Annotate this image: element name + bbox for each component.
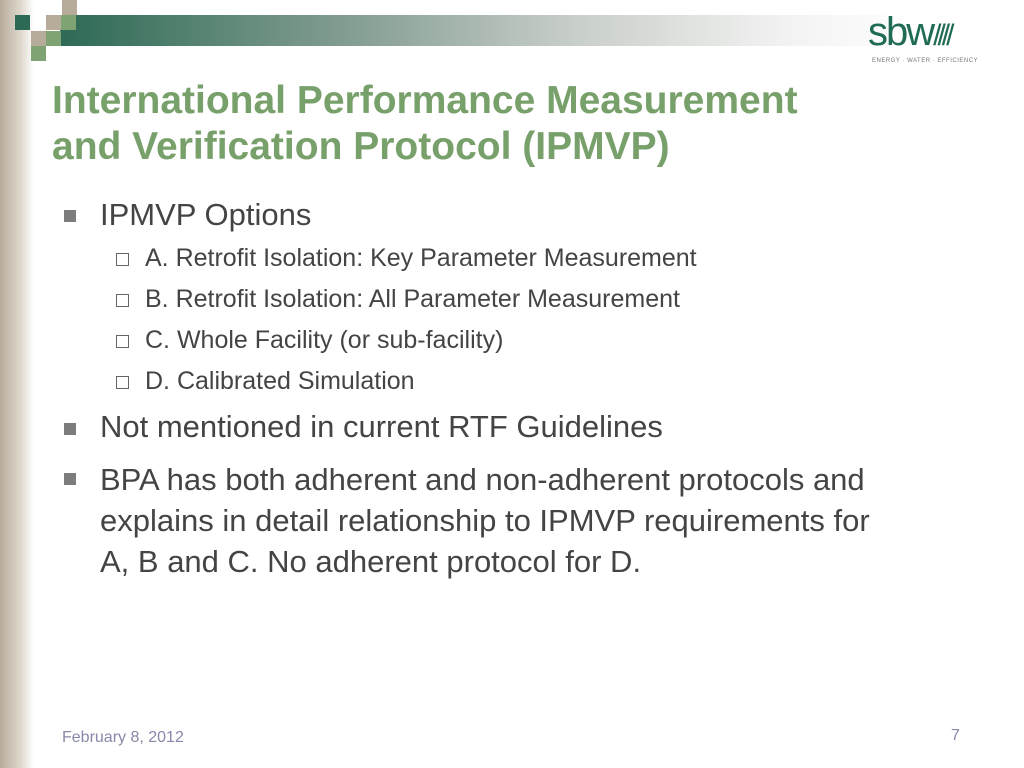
bullet-icon <box>64 473 76 485</box>
checkbox-bullet-icon <box>116 376 129 389</box>
decor-square <box>31 46 46 61</box>
bullet-text: IPMVP Options <box>100 197 312 232</box>
sub-bullet-text: C. Whole Facility (or sub-facility) <box>145 326 504 354</box>
decor-square <box>46 31 61 46</box>
checkbox-bullet-icon <box>116 294 129 307</box>
header-gradient-bar <box>60 15 920 46</box>
slide-number: 7 <box>951 727 960 744</box>
sub-bullet-text: D. Calibrated Simulation <box>145 367 415 395</box>
decor-square <box>61 15 76 30</box>
bullet-text: Not mentioned in current RTF Guidelines <box>100 409 663 444</box>
bullet-icon <box>64 423 76 435</box>
checkbox-bullet-icon <box>116 335 129 348</box>
sub-bullet-text: A. Retrofit Isolation: Key Parameter Mea… <box>145 244 697 272</box>
sub-bullet-text: B. Retrofit Isolation: All Parameter Mea… <box>145 285 680 313</box>
sbw-logo: sbw//// <box>868 10 955 54</box>
checkbox-bullet-icon <box>116 253 129 266</box>
slide-title: International Performance Measurement and… <box>52 79 798 168</box>
decor-square <box>31 31 46 46</box>
bullet-icon <box>64 210 76 222</box>
decor-square <box>46 15 61 30</box>
decor-square <box>15 15 30 30</box>
footer-date: February 8, 2012 <box>62 729 184 746</box>
edge-decoration <box>0 0 34 768</box>
bullet-text: BPA has both adherent and non-adherent p… <box>100 462 870 579</box>
logo-tagline: ENERGY · WATER · EFFICIENCY <box>872 58 979 64</box>
decor-square <box>62 0 77 15</box>
